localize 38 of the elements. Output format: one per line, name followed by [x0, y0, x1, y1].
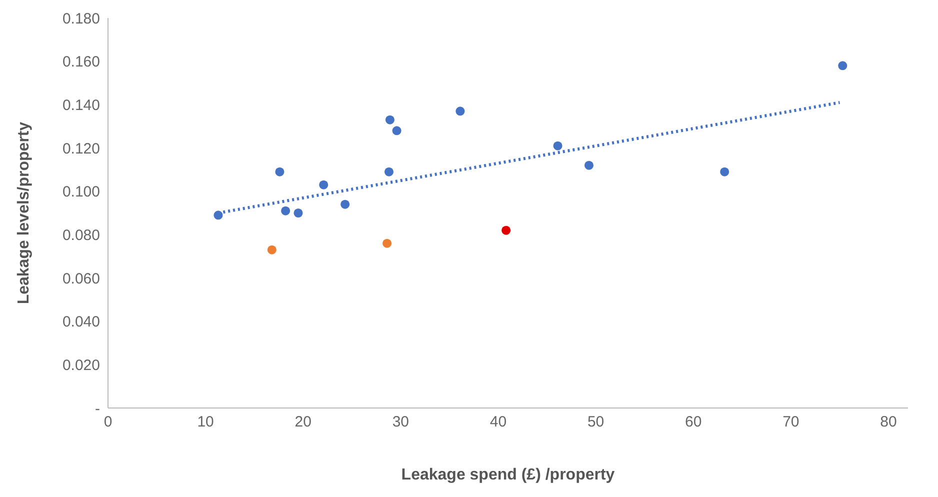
- x-tick-label: 50: [587, 414, 604, 431]
- y-tick-label: -: [95, 400, 100, 418]
- point: [553, 141, 562, 150]
- y-tick-label: 0.080: [62, 226, 100, 244]
- y-tick-label: 0.020: [62, 356, 100, 374]
- point: [319, 180, 328, 190]
- point: [456, 106, 465, 116]
- x-tick-label: 70: [782, 414, 800, 431]
- x-tick-label: 60: [685, 414, 702, 431]
- x-tick-label: 80: [880, 414, 897, 431]
- point: [267, 245, 276, 254]
- x-tick-label: 30: [392, 414, 410, 431]
- y-tick-label: 0.100: [62, 184, 100, 201]
- y-tick-label: 0.160: [62, 54, 100, 71]
- point: [838, 61, 848, 70]
- point: [382, 238, 392, 248]
- x-tick-label: 0: [104, 414, 112, 431]
- point: [340, 200, 350, 209]
- point: [385, 115, 394, 124]
- y-tick-label: 0.180: [62, 10, 100, 28]
- point: [275, 167, 284, 176]
- point: [720, 167, 730, 176]
- x-tick-label: 20: [294, 414, 312, 431]
- x-tick-label: 10: [197, 414, 214, 431]
- y-tick-label: 0.140: [62, 96, 100, 114]
- y-tick-label: 0.120: [62, 140, 100, 158]
- y-tick-label: 0.040: [62, 314, 100, 331]
- x-axis-title: Leakage spend (£) /property: [401, 466, 615, 484]
- point: [392, 126, 402, 136]
- point: [502, 226, 511, 235]
- point: [294, 208, 303, 218]
- y-axis-title: Leakage levels/property: [16, 122, 33, 304]
- x-tick-label: 40: [490, 414, 507, 431]
- point: [281, 206, 290, 216]
- point: [384, 167, 394, 176]
- point: [584, 160, 594, 170]
- point: [214, 210, 223, 220]
- y-tick-label: 0.060: [62, 270, 100, 288]
